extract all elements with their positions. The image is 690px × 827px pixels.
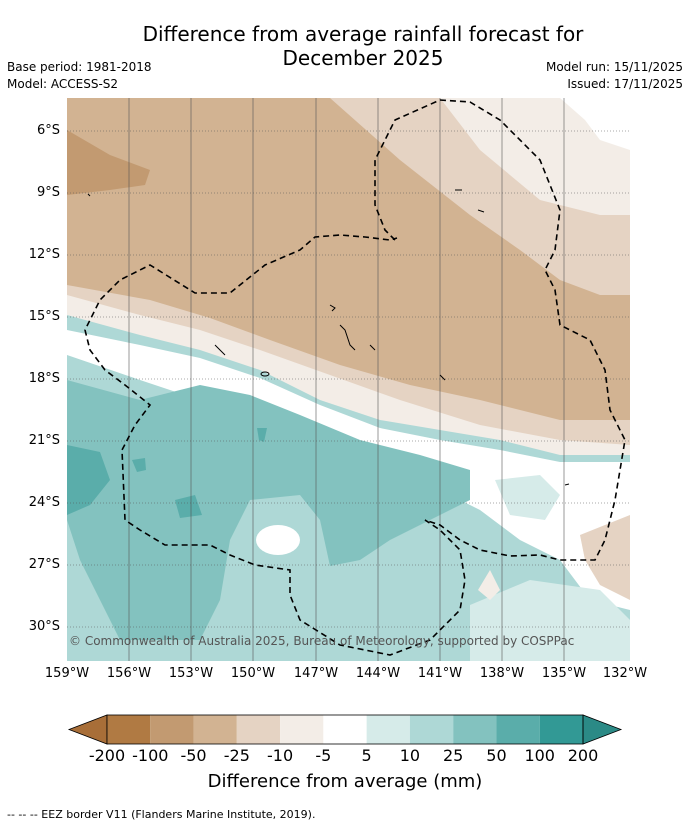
colorbar-segment (193, 715, 237, 744)
island-8 (439, 374, 446, 381)
meta-left: Base period: 1981-2018 Model: ACCESS-S2 (7, 59, 152, 93)
lat-label-18s: 18°S (28, 371, 60, 386)
field-50-west (67, 445, 110, 515)
colorbar-segment (539, 715, 583, 744)
field-minus-5-se2 (478, 570, 500, 600)
field-minus-25 (67, 98, 630, 420)
field-10-east (495, 475, 560, 520)
meta-right: Model run: 15/11/2025 Issued: 17/11/2025 (546, 59, 683, 93)
title-line-1: Difference from average rainfall forecas… (142, 22, 584, 46)
lon-label-135w: 135°W (541, 666, 587, 681)
field-50-mid (175, 495, 202, 518)
lon-label-153w: 153°W (168, 666, 214, 681)
island-9 (564, 483, 570, 486)
colorbar-segment (366, 715, 410, 744)
footnote: -- -- -- EEZ border V11 (Flanders Marine… (7, 808, 316, 821)
colorbar-tick-label: -25 (223, 746, 250, 765)
colorbar-frame (106, 714, 584, 745)
colorbar-tick-label: 25 (442, 746, 464, 765)
field-white-pocket (256, 525, 300, 555)
islands (87, 189, 570, 486)
gridlines (67, 98, 630, 661)
colorbar-tick-label: -5 (315, 746, 332, 765)
eez-border (84, 99, 626, 656)
colorbar-tick-label: 100 (524, 746, 555, 765)
colorbar-tick-label: 200 (567, 746, 599, 765)
colorbar-segment (496, 715, 540, 744)
island-2 (339, 324, 356, 351)
lon-label-147w: 147°W (293, 666, 339, 681)
lat-label-6s: 6°S (36, 123, 60, 138)
lon-label-144w: 144°W (355, 666, 401, 681)
lat-label-27s: 27°S (28, 557, 60, 572)
lon-label-156w: 156°W (106, 666, 152, 681)
colorbar-tick-label: -100 (132, 746, 169, 765)
colorbar-segment (323, 715, 367, 744)
field-10-south (470, 580, 630, 661)
island-10 (87, 193, 91, 197)
island-3 (369, 344, 376, 351)
colorbar-tick-label: 5 (361, 746, 372, 765)
colorbar-tick-label: 10 (399, 746, 421, 765)
title-line-2: December 2025 (282, 46, 444, 70)
field-minus-10-se (580, 515, 630, 600)
colorbar-segment (453, 715, 497, 744)
issued-date: Issued: 17/11/2025 (567, 77, 683, 91)
island-1 (329, 304, 336, 312)
colorbar-segment (409, 715, 454, 744)
island-4 (214, 344, 226, 356)
model-run: Model run: 15/11/2025 (545, 60, 683, 74)
colorbar-segment (107, 715, 151, 744)
model-name: Model: ACCESS-S2 (7, 77, 119, 91)
copyright: © Commonwealth of Australia 2025, Bureau… (69, 634, 575, 648)
colorbar (67, 714, 623, 745)
island-7 (477, 209, 485, 213)
lon-label-138w: 138°W (479, 666, 525, 681)
lat-label-15s: 15°S (28, 309, 60, 324)
colorbar-title: Difference from average (mm) (207, 771, 483, 792)
lat-label-21s: 21°S (28, 433, 60, 448)
lat-label-30s: 30°S (28, 619, 60, 634)
lon-label-141w: 141°W (417, 666, 463, 681)
map-title: Difference from average rainfall forecas… (0, 22, 690, 70)
colorbar-tick-label: -200 (88, 746, 126, 765)
lon-label-132w: 132°W (602, 666, 648, 681)
colorbar-tick-label: -10 (267, 746, 294, 765)
lon-label-159w: 159°W (44, 666, 90, 681)
colorbar-tick-label: 50 (486, 746, 507, 765)
lat-label-9s: 9°S (36, 185, 60, 200)
field-50-dot (132, 458, 146, 472)
colorbar-arrow-right (582, 714, 623, 745)
colorbar-segment (280, 715, 324, 744)
colorbar-arrow-left (67, 714, 108, 745)
island-5 (260, 371, 270, 377)
lon-label-150w: 150°W (230, 666, 276, 681)
field-top-right-white (560, 98, 630, 150)
colorbar-segment (150, 715, 194, 744)
field-25-core (67, 380, 470, 640)
colorbar-segment (236, 715, 281, 744)
base-period: Base period: 1981-2018 (7, 60, 152, 74)
colorbar-tick-label: -50 (180, 746, 207, 765)
map-field (67, 98, 630, 661)
field-50-dot2 (257, 428, 267, 442)
lat-label-12s: 12°S (28, 247, 60, 262)
lat-label-24s: 24°S (28, 495, 60, 510)
